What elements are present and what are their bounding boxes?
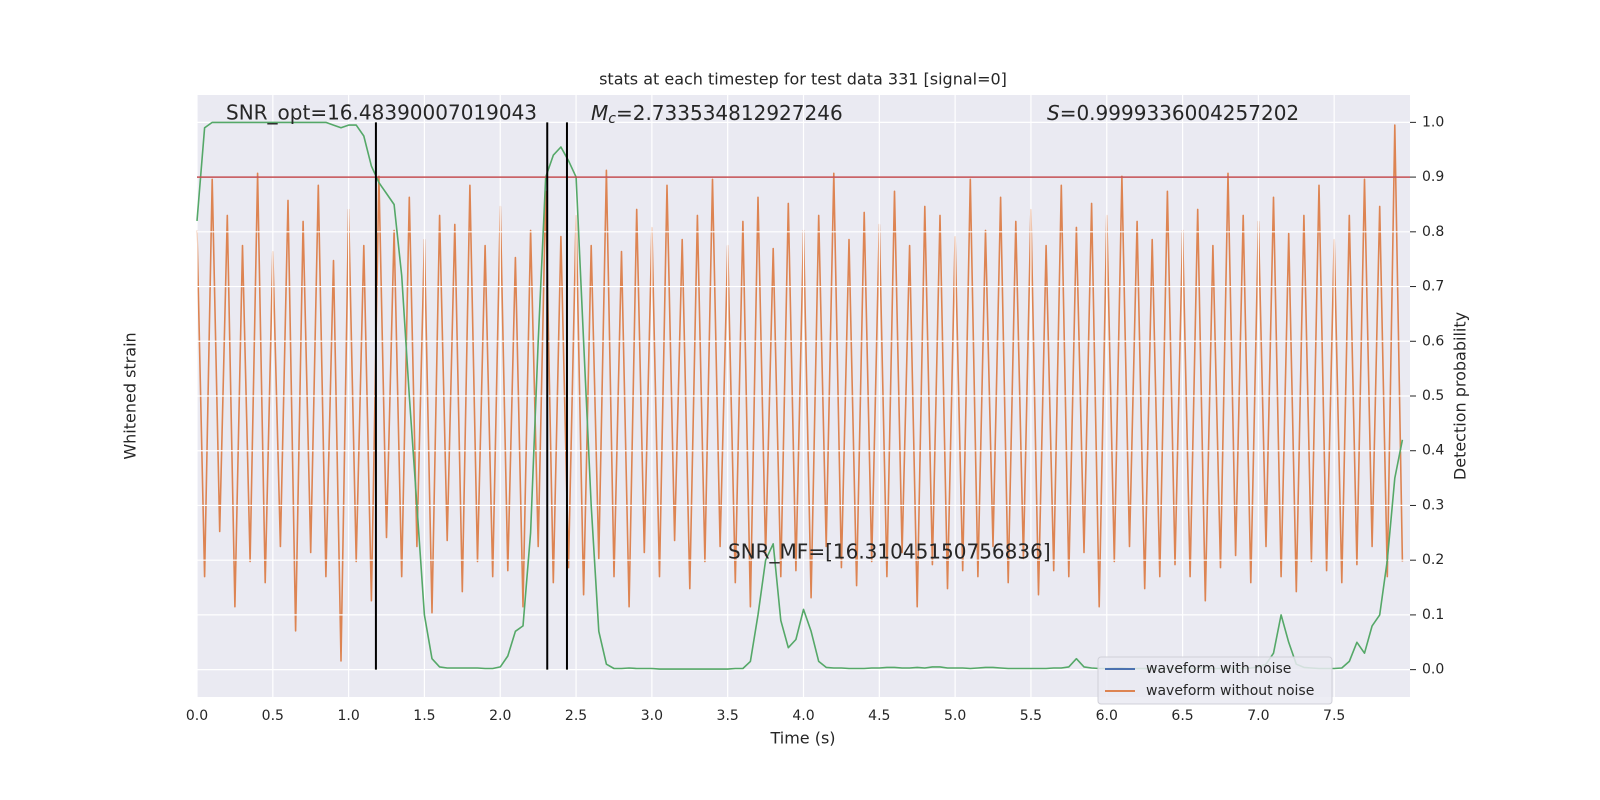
annotation-symbol: S [1047,101,1060,125]
x-tick-label: 7.0 [1247,708,1269,724]
y2-tick-label: 0.3 [1422,497,1444,513]
y2-tick-label: 0.2 [1422,552,1444,568]
data-layer [196,124,1404,662]
legend: waveform with noise waveform without nois… [1097,656,1333,705]
chart-title: stats at each timestep for test data 331… [599,70,1007,89]
legend-box [1097,656,1333,705]
x-axis-label: Time (s) [769,729,835,748]
annotation: Mc=2.733534812927246 [591,101,843,128]
grid [196,95,1410,697]
x-tick-label: 6.0 [1096,708,1118,724]
x-tick-label: 1.0 [337,708,359,724]
annotation-subscript: c [608,111,616,127]
y2-tick-label: 0.6 [1422,333,1444,349]
x-tick-label: 3.0 [641,708,663,724]
legend-label: waveform without noise [1146,683,1314,699]
annotation-text: =0.9999336004257202 [1060,101,1299,125]
y2-tick-label: 0.1 [1422,607,1444,623]
annotation: S=0.9999336004257202 [1047,101,1299,125]
y2-tick-label: 0.7 [1422,279,1444,295]
x-tick-label: 4.5 [868,708,890,724]
x-tick-label: 6.5 [1171,708,1193,724]
y2-axis-label: Detection probability [1451,312,1470,480]
x-tick-label: 3.5 [717,708,739,724]
annotation-text: =2.733534812927246 [616,101,843,125]
y-axis-label: Whitened strain [121,332,140,459]
x-tick-label: 2.0 [489,708,511,724]
annotation-symbol: M [591,101,608,125]
x-tick-label: 0.0 [186,708,208,724]
x-tick-label: 5.0 [944,708,966,724]
x-tick-label: 1.5 [413,708,435,724]
legend-label: waveform with noise [1146,661,1291,677]
x-tick-label: 5.5 [1020,708,1042,724]
y2-tick-label: 0.8 [1422,224,1444,240]
x-tick-label: 2.5 [565,708,587,724]
y2-tick-label: 0.9 [1422,169,1444,185]
annotation: SNR_MF=[16.31045150756836] [728,540,1051,564]
annotation: SNR_opt=16.48390007019043 [226,101,537,125]
y2-tick-label: 0.0 [1422,662,1444,678]
y2-tick-label: 0.4 [1422,443,1444,459]
x-tick-label: 0.5 [262,708,284,724]
y2-tick-label: 1.0 [1422,114,1444,130]
x-tick-label: 7.5 [1323,708,1345,724]
x-tick-label: 4.0 [792,708,814,724]
data-line [196,124,1404,662]
y2-tick-label: 0.5 [1422,388,1444,404]
